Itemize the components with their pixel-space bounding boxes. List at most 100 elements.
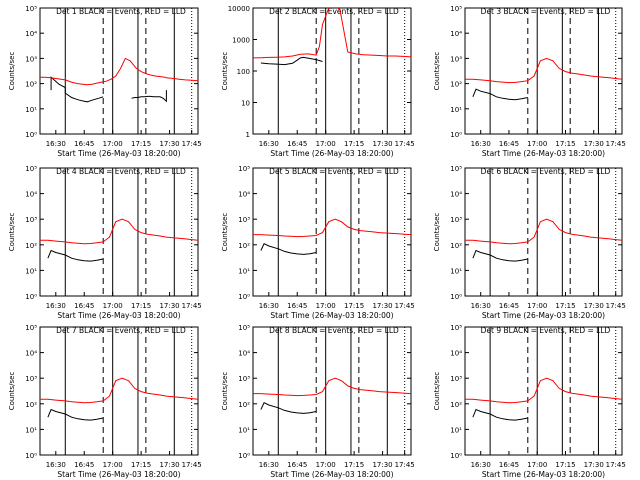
x-tick-label: 17:30 [372, 302, 392, 310]
y-axis-label: Counts/sec [433, 372, 441, 411]
y-tick-label: 10⁵ [25, 5, 37, 13]
y-tick-label: 10⁰ [238, 293, 250, 301]
y-tick-label: 10³ [25, 55, 37, 63]
x-axis-label: Start Time (26-May-03 18:20:00) [482, 470, 605, 479]
y-tick-label: 10⁵ [25, 165, 37, 173]
x-tick-label: 17:45 [182, 302, 202, 310]
y-tick-label: 10¹ [450, 106, 462, 114]
plot-frame [39, 326, 199, 456]
chart-panel-8: 10⁰ 10¹ 10² 10³ 10⁴ 10⁵ 16:30 16:45 17:00 17:15 17… [221, 324, 415, 479]
series-group [40, 377, 198, 421]
chart-title: Det 8 BLACK = Events, RED = LLD [269, 326, 399, 335]
chart-panel-3: 10⁰ 10¹ 10² 10³ 10⁴ 10⁵ 16:30 16:45 17:00 17:15 17… [433, 5, 626, 158]
series-events-line [47, 249, 104, 262]
plot-frame [252, 167, 412, 297]
y-tick-label: 10¹ [238, 426, 250, 434]
series-events-line [472, 88, 528, 101]
y-tick-label: 10⁴ [25, 30, 37, 38]
x-tick-label: 17:15 [555, 461, 575, 469]
x-tick-label: 17:30 [372, 461, 392, 469]
x-tick-label: 17:00 [103, 140, 123, 148]
y-tick-label: 10⁰ [25, 293, 37, 301]
y-tick-label: 10¹ [25, 426, 37, 434]
y-tick-label: 10³ [25, 375, 37, 383]
x-tick-label: 17:15 [131, 461, 151, 469]
y-tick-label: 10⁴ [450, 191, 462, 199]
x-tick-label: 17:15 [344, 302, 364, 310]
y-tick-label: 10⁰ [450, 293, 462, 301]
y-tick-label: 10² [450, 242, 462, 250]
y-tick-label: 10⁴ [238, 191, 250, 199]
chart-title: Det 6 BLACK = Events, RED = LLD [481, 167, 611, 176]
series-group [253, 218, 411, 255]
y-axis-label: Counts/sec [8, 213, 16, 252]
y-tick-label: 10¹ [450, 426, 462, 434]
x-tick-label: 17:30 [372, 140, 392, 148]
x-tick-label: 17:45 [606, 302, 626, 310]
y-tick-label: 10³ [238, 216, 250, 224]
x-tick-label: 17:30 [584, 302, 604, 310]
x-tick-label: 17:00 [103, 302, 123, 310]
y-tick-label: 10¹ [25, 106, 37, 114]
y-tick-label: 10⁵ [450, 165, 462, 173]
chart-title: Det 9 BLACK = Events, RED = LLD [481, 326, 611, 335]
series-group [465, 377, 622, 421]
chart-title: Det 1 BLACK = Events, RED = LLD [56, 7, 186, 16]
y-tick-label: 10⁴ [450, 350, 462, 358]
y-tick-label: 10⁵ [450, 5, 462, 13]
plot-frame [464, 326, 623, 456]
series-events-line [472, 249, 528, 262]
x-tick-label: 17:45 [182, 461, 202, 469]
chart-title: Det 7 BLACK = Events, RED = LLD [56, 326, 186, 335]
x-tick-label: 17:15 [344, 461, 364, 469]
y-tick-label: 10³ [450, 55, 462, 63]
y-tick-label: 10² [238, 242, 250, 250]
x-tick-label: 17:45 [606, 140, 626, 148]
y-axis-label: Counts/sec [8, 52, 16, 91]
series-group [465, 57, 622, 101]
y-axis-label: Counts/sec [433, 213, 441, 252]
y-tick-label: 10² [450, 401, 462, 409]
x-tick-label: 16:45 [287, 302, 307, 310]
series-group [40, 57, 198, 103]
x-axis-label: Start Time (26-May-03 18:20:00) [270, 149, 393, 158]
y-tick-label: 10⁵ [450, 324, 462, 332]
x-tick-label: 17:15 [555, 140, 575, 148]
y-tick-label: 10⁴ [25, 350, 37, 358]
series-lld-line [40, 218, 198, 245]
series-lld-line [253, 377, 411, 397]
y-tick-label: 10¹ [238, 267, 250, 275]
y-tick-label: 10² [450, 81, 462, 89]
y-tick-label: 10⁰ [25, 131, 37, 139]
x-tick-label: 17:00 [527, 140, 547, 148]
series-lld-line [465, 377, 622, 404]
y-tick-label: 10⁴ [238, 350, 250, 358]
y-tick-label: 10² [25, 81, 37, 89]
series-lld-line [40, 377, 198, 404]
y-axis-label: Counts/sec [221, 52, 229, 91]
series-events-line [260, 402, 317, 414]
x-tick-label: 16:30 [471, 461, 491, 469]
chart-title: Det 2 BLACK = Events, RED = LLD [269, 7, 399, 16]
x-tick-label: 17:00 [316, 302, 336, 310]
y-tick-label: 10² [25, 401, 37, 409]
series-lld-line [40, 57, 198, 86]
x-tick-label: 16:30 [46, 461, 66, 469]
x-tick-label: 17:00 [316, 461, 336, 469]
x-axis-label: Start Time (26-May-03 18:20:00) [482, 311, 605, 320]
x-axis-label: Start Time (26-May-03 18:20:00) [270, 311, 393, 320]
plot-frame [464, 167, 623, 297]
y-tick-label: 10⁰ [238, 452, 250, 460]
y-tick-label: 10⁴ [25, 191, 37, 199]
x-tick-label: 16:30 [259, 461, 279, 469]
y-tick-label: 10² [25, 242, 37, 250]
plot-frame [464, 7, 623, 135]
x-tick-label: 16:30 [471, 302, 491, 310]
y-tick-label: 10⁵ [238, 324, 250, 332]
x-tick-label: 16:45 [287, 140, 307, 148]
x-axis-label: Start Time (26-May-03 18:20:00) [57, 311, 180, 320]
x-tick-label: 17:45 [182, 140, 202, 148]
x-axis-label: Start Time (26-May-03 18:20:00) [57, 470, 180, 479]
x-tick-label: 16:30 [259, 302, 279, 310]
